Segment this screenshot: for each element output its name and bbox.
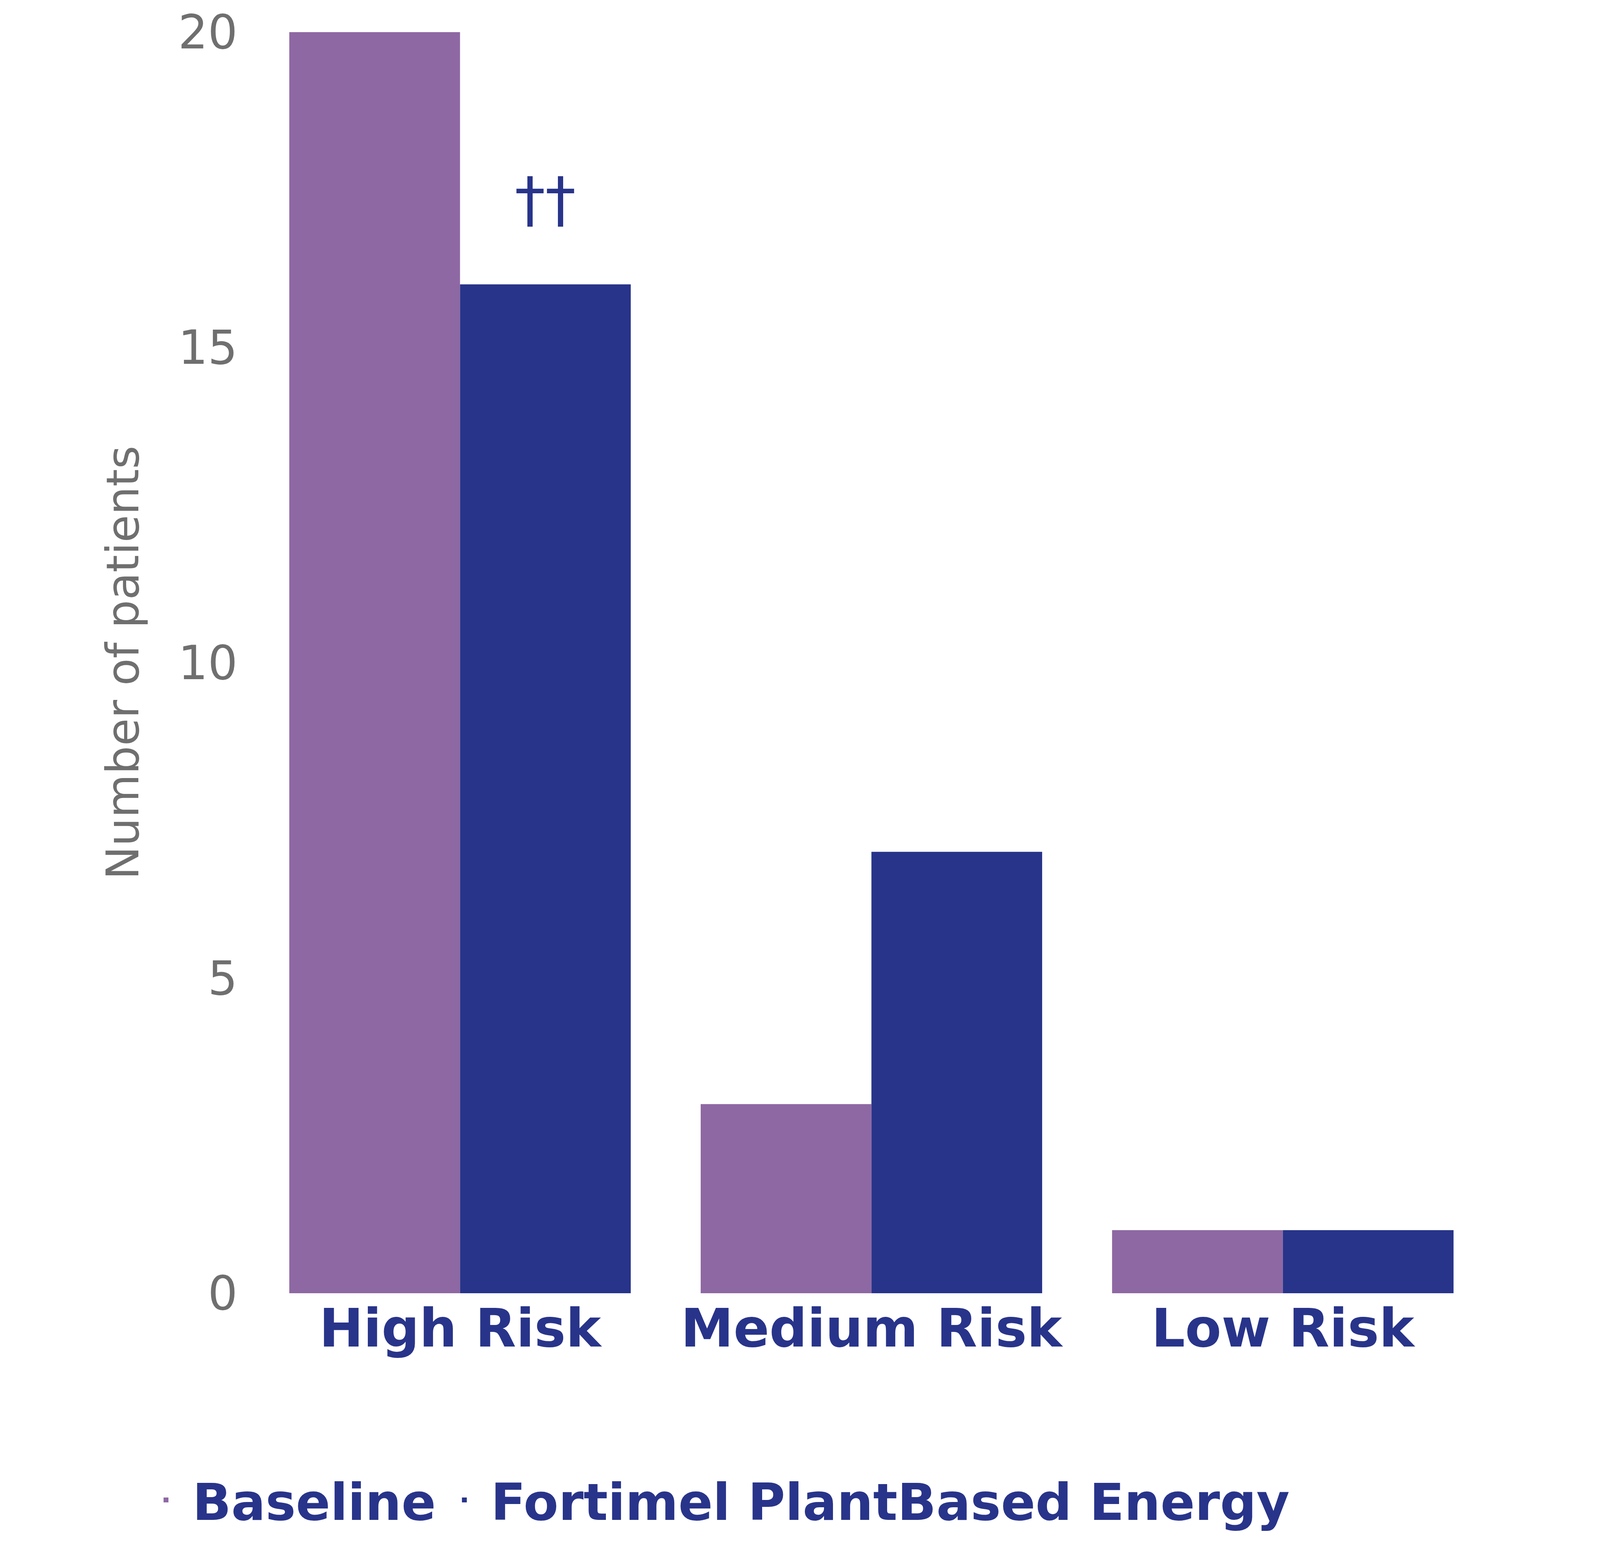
svg-text:Low Risk: Low Risk <box>1151 1297 1416 1360</box>
svg-text:0: 0 <box>207 1265 238 1321</box>
svg-text:15: 15 <box>178 320 238 375</box>
svg-text:20: 20 <box>178 4 238 60</box>
svg-text:Number of patients: Number of patients <box>96 445 149 880</box>
svg-text:10: 10 <box>178 635 238 691</box>
svg-text:Medium Risk: Medium Risk <box>680 1297 1063 1360</box>
svg-text:††: †† <box>514 163 576 235</box>
svg-text:High Risk: High Risk <box>319 1297 602 1360</box>
svg-text:5: 5 <box>207 950 238 1006</box>
svg-text:Baseline: Baseline <box>192 1472 436 1532</box>
svg-text:Fortimel PlantBased Energy: Fortimel PlantBased Energy <box>490 1472 1290 1532</box>
